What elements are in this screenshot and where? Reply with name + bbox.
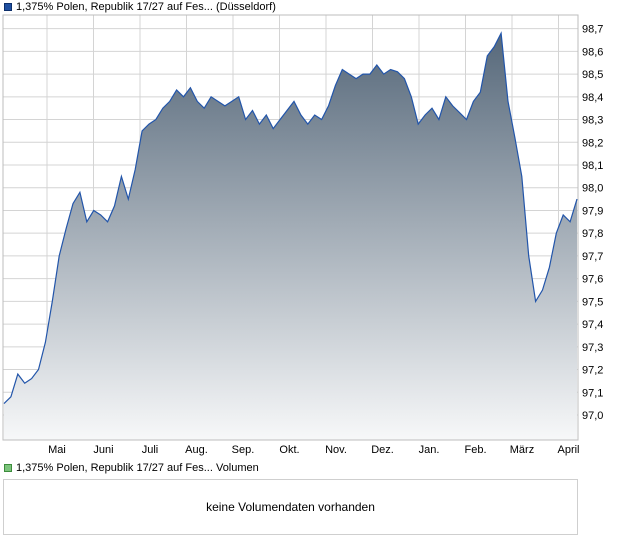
y-tick-label: 97,4 (582, 319, 603, 331)
volume-panel: keine Volumendaten vorhanden (3, 479, 578, 535)
volume-empty-message: keine Volumendaten vorhanden (206, 500, 375, 514)
price-area (4, 33, 577, 440)
y-tick-label: 98,6 (582, 46, 603, 58)
y-tick-label: 98,7 (582, 24, 603, 36)
volume-legend-label: 1,375% Polen, Republik 17/27 auf Fes... … (16, 462, 259, 474)
x-tick-label: Sep. (232, 444, 255, 456)
price-legend: 1,375% Polen, Republik 17/27 auf Fes... … (4, 0, 276, 14)
y-tick-label: 97,1 (582, 387, 603, 399)
plot-frame (2, 14, 579, 441)
volume-legend: 1,375% Polen, Republik 17/27 auf Fes... … (4, 461, 259, 475)
x-tick-label: Mai (48, 444, 66, 456)
y-tick-label: 97,5 (582, 296, 603, 308)
x-tick-label: Dez. (371, 444, 394, 456)
y-tick-label: 98,1 (582, 160, 603, 172)
y-tick-label: 97,2 (582, 365, 603, 377)
x-tick-label: Nov. (325, 444, 347, 456)
price-line (3, 31, 578, 405)
y-tick-label: 98,3 (582, 115, 603, 127)
x-tick-label: Jan. (419, 444, 440, 456)
price-chart: 98,7 98,6 98,5 98,4 98,3 98,2 98,1 98,0 97,9 97,8… (2, 14, 603, 456)
x-tick-label: Juni (93, 444, 113, 456)
y-tick-label: 98,2 (582, 137, 603, 149)
y-tick-label: 98,5 (582, 69, 603, 81)
x-tick-label: Feb. (464, 444, 486, 456)
y-tick-label: 97,0 (582, 410, 603, 422)
y-tick-label: 98,0 (582, 183, 603, 195)
x-tick-label: Okt. (279, 444, 299, 456)
x-axis: Mai Juni Juli Aug. Sep. Okt. Nov. Dez. Jan. Feb. M… (48, 444, 579, 456)
volume-legend-swatch (4, 464, 12, 472)
y-tick-label: 97,8 (582, 228, 603, 240)
y-tick-label: 97,6 (582, 274, 603, 286)
x-tick-label: Juli (142, 444, 159, 456)
y-axis: 98,7 98,6 98,5 98,4 98,3 98,2 98,1 98,0 97,9 97,8… (582, 24, 603, 422)
y-tick-label: 97,3 (582, 342, 603, 354)
x-tick-label: April (557, 444, 579, 456)
x-tick-label: Aug. (185, 444, 208, 456)
y-tick-label: 97,7 (582, 251, 603, 263)
x-tick-label: März (510, 444, 534, 456)
price-legend-swatch (4, 3, 12, 11)
y-tick-label: 97,9 (582, 205, 603, 217)
y-tick-label: 98,4 (582, 92, 603, 104)
price-legend-label: 1,375% Polen, Republik 17/27 auf Fes... … (16, 1, 276, 13)
